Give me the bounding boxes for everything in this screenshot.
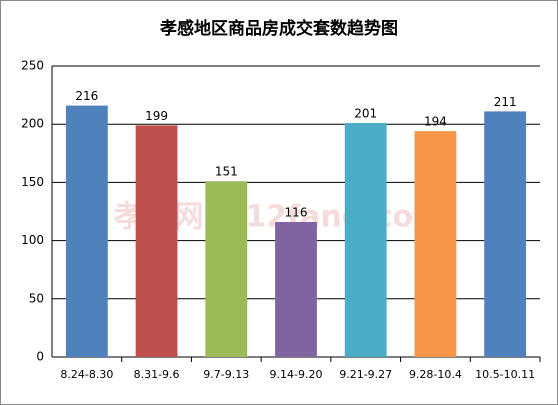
bar — [205, 181, 248, 357]
x-tick-label: 9.7-9.13 — [203, 368, 249, 381]
data-label: 201 — [354, 107, 377, 121]
data-label: 199 — [145, 109, 168, 123]
chart-title: 孝感地区商品房成交套数趋势图 — [160, 18, 398, 39]
x-tick-label: 10.5-10.11 — [475, 368, 535, 381]
x-tick-label: 8.24-8.30 — [60, 368, 113, 381]
bar — [414, 131, 457, 357]
x-tick-label: 8.31-9.6 — [134, 368, 180, 381]
y-tick-label: 250 — [21, 59, 44, 73]
x-tick-label: 9.14-9.20 — [270, 368, 323, 381]
y-tick-label: 0 — [36, 350, 44, 364]
data-label: 211 — [494, 95, 517, 109]
data-label: 151 — [215, 165, 238, 179]
bar — [344, 123, 387, 357]
bar — [275, 221, 317, 357]
bar — [65, 105, 108, 358]
y-tick-label: 50 — [29, 291, 44, 305]
y-tick-label: 200 — [21, 117, 44, 131]
data-label: 216 — [75, 89, 98, 103]
bar — [135, 125, 178, 357]
data-label: 116 — [285, 205, 308, 219]
bar — [484, 111, 527, 358]
x-tick-label: 9.28-10.4 — [409, 368, 462, 381]
y-tick-label: 100 — [21, 233, 44, 247]
y-tick-label: 150 — [21, 175, 44, 189]
data-label: 194 — [424, 115, 447, 129]
x-tick-label: 9.21-9.27 — [339, 368, 392, 381]
